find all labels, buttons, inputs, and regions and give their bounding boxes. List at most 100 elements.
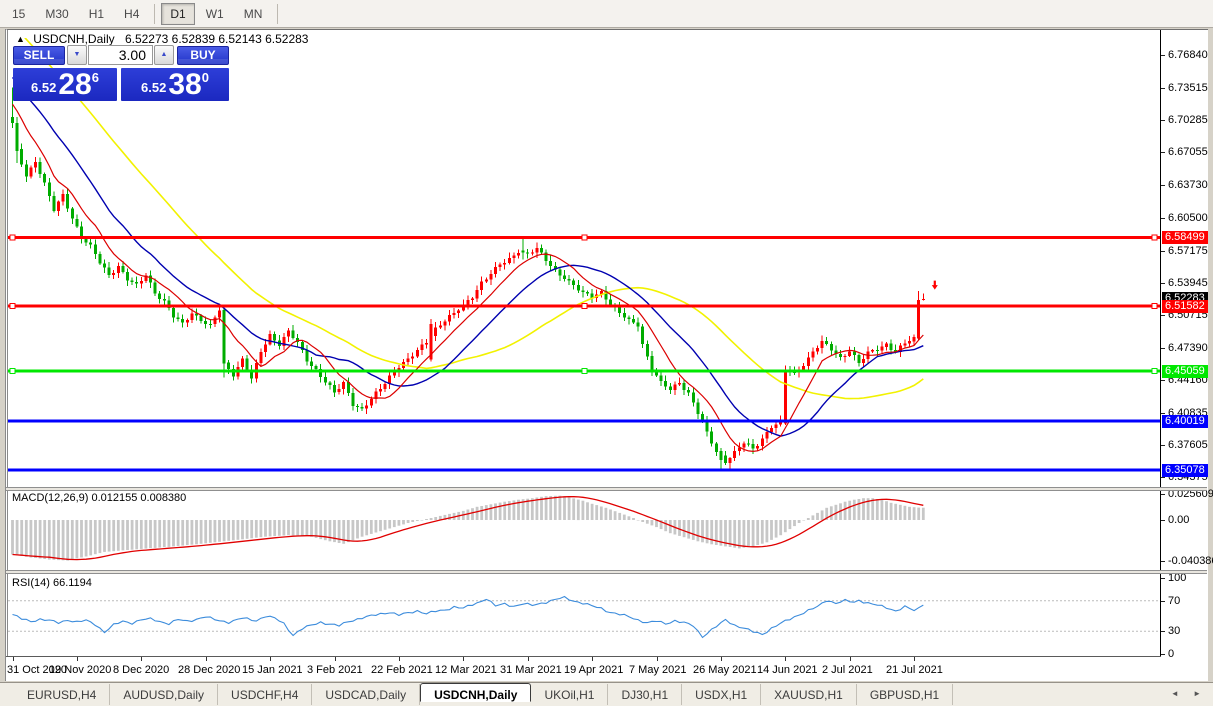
rsi-tick-label: 0 [1168,648,1175,660]
candle-body [908,341,911,344]
timeframe-button-h1[interactable]: H1 [88,6,105,21]
buy-button[interactable]: BUY [177,46,229,65]
candle-body [728,458,732,464]
candle-body [494,267,497,275]
candle-body [185,320,189,323]
candle-body [558,269,562,276]
line-handle[interactable] [581,303,588,310]
macd-histogram-bar [176,520,180,546]
timeframe-button-m30[interactable]: M30 [45,6,69,21]
candle-body [438,325,442,328]
macd-histogram-bar [733,520,737,548]
tab-scroll-left-icon[interactable]: ◄ [1170,689,1185,698]
sell-button[interactable]: SELL [13,46,65,65]
line-handle[interactable] [9,303,16,310]
candle-body [609,299,612,305]
macd-histogram-bar [245,520,249,539]
pane-splitter[interactable] [6,487,1207,491]
chart-tab-dj30[interactable]: DJ30,H1 [608,684,683,705]
main-price-chart[interactable] [8,38,1160,487]
macd-histogram-bar [664,520,668,532]
macd-histogram-bar [107,520,111,552]
tab-scroll-right-icon[interactable]: ► [1193,689,1207,698]
line-handle[interactable] [1151,368,1158,374]
candle-body [57,201,60,212]
symbol-title: USDCNH,Daily [33,32,115,46]
date-tick-label: 31 Mar 2021 [500,664,562,676]
moving-average-line[interactable] [12,103,924,453]
chart-tab-usdx[interactable]: USDX,H1 [682,684,762,705]
date-tick-label: 22 Feb 2021 [371,664,433,676]
collapse-trade-panel-icon[interactable]: ▲ [16,34,25,44]
candle-body [484,279,488,282]
axis-tick-mark [1161,520,1165,521]
macd-tick-label: 0.025609 [1168,488,1213,500]
macd-histogram-bar [866,498,870,520]
chart-tab-usdcad[interactable]: USDCAD,Daily [312,684,421,705]
macd-histogram-bar [429,518,433,520]
macd-pane[interactable] [8,491,1160,570]
macd-histogram-bar [351,520,355,541]
chart-tab-usdchf[interactable]: USDCHF,H4 [218,684,313,705]
price-tick-label: 6.60500 [1168,212,1208,224]
chart-tab-xauusd[interactable]: XAUUSD,H1 [761,684,857,705]
chart-tab-gbpusd[interactable]: GBPUSD,H1 [857,684,954,705]
candle-body [742,443,746,448]
macd-histogram-bar [852,499,856,520]
timeframe-button-w1[interactable]: W1 [205,6,224,21]
line-handle[interactable] [581,368,588,374]
timeframe-button-h4[interactable]: H4 [124,6,140,21]
volume-increase-button[interactable]: ▲ [154,45,174,65]
rsi-tick-label: 30 [1168,625,1181,637]
line-handle[interactable] [1151,234,1158,241]
price-tick-label: 6.73515 [1168,82,1208,94]
macd-histogram-bar [43,520,47,559]
candle-body [11,117,14,124]
pane-splitter-2[interactable] [6,570,1207,574]
sell-quote-panel[interactable]: 6.52 28 6 [13,68,117,101]
macd-histogram-bar [333,520,336,543]
candle-body [852,351,856,356]
chart-tab-usdcnh[interactable]: USDCNH,Daily [420,683,532,702]
candle-body [466,300,470,305]
line-handle[interactable] [9,368,16,374]
timeframe-button-mn[interactable]: MN [243,6,263,21]
toolbar-separator [277,3,279,24]
macd-histogram-bar [227,520,231,541]
chart-tab-audusd[interactable]: AUDUSD,Daily [110,684,219,705]
macd-histogram-bar [747,520,750,547]
chart-tab-eurusd[interactable]: EURUSD,H4 [14,684,111,705]
line-handle[interactable] [9,234,16,241]
candle-body [765,432,769,439]
price-axis[interactable]: 6.76840 6.73515 6.70285 6.67055 6.63730 6.605… [1160,30,1213,681]
candle-body [664,380,668,387]
candle-body [434,327,438,336]
axis-tick-mark [1161,251,1165,252]
macd-histogram-bar [254,520,258,538]
candle-body [627,317,631,320]
moving-average-line[interactable] [13,38,924,400]
candle-body [70,208,74,219]
moving-average-line[interactable] [11,76,924,437]
timeframe-button-15[interactable]: 15 [12,6,26,21]
macd-histogram-bar [549,496,553,520]
line-handle[interactable] [1151,303,1158,310]
rsi-tick-label: 100 [1168,572,1187,584]
chart-tab-ukoil[interactable]: UKOil,H1 [531,684,609,705]
axis-tick-mark [1161,631,1165,632]
macd-histogram-bar [268,520,272,537]
macd-histogram-bar [231,520,235,541]
volume-input[interactable] [88,45,153,65]
time-axis[interactable]: 31 Oct 2020 19 Nov 2020 8 Dec 2020 28 Dec 2… [6,656,1161,681]
timeframe-button-d1[interactable]: D1 [161,2,195,25]
candle-body [885,343,888,347]
date-tick-mark [657,657,658,661]
candle-body [737,447,741,451]
line-handle[interactable] [581,234,588,241]
candle-body [75,218,79,227]
rsi-pane[interactable] [8,574,1160,656]
volume-decrease-button[interactable]: ▼ [67,45,87,65]
price-tick-label: 6.67055 [1168,146,1208,158]
candle-body [489,274,493,280]
buy-quote-panel[interactable]: 6.52 38 0 [121,68,229,101]
